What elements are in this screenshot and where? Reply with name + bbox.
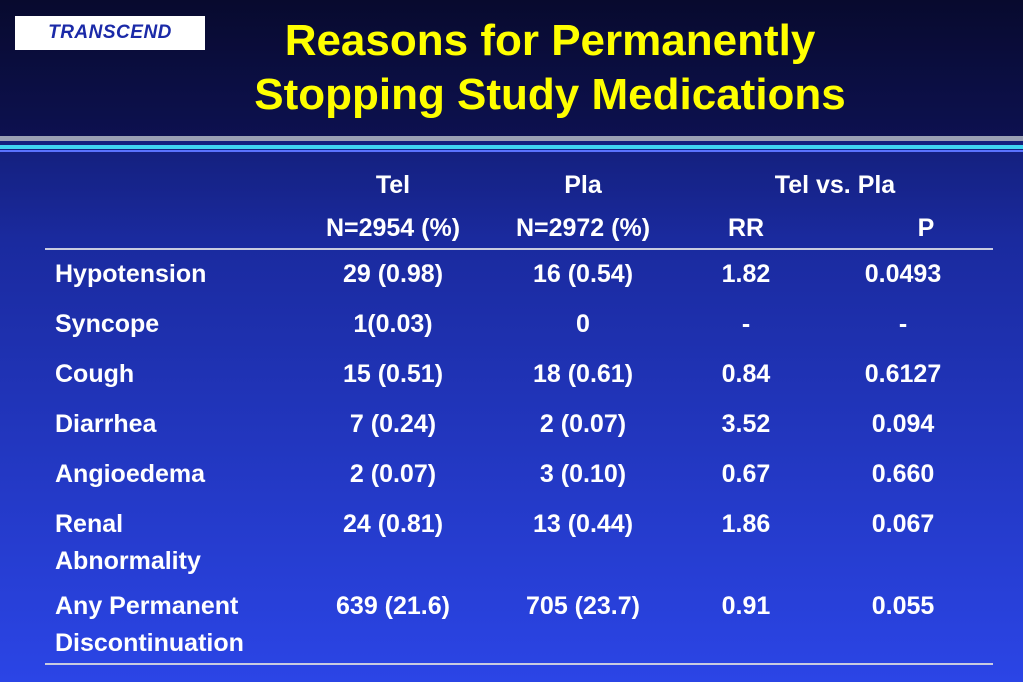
row-p: 0.0493	[864, 260, 942, 288]
header-tel: Tel	[375, 171, 411, 199]
row-rr: 0.67	[721, 460, 771, 488]
row-rr: 1.82	[721, 260, 771, 288]
header-divider-blue	[0, 150, 1023, 152]
table-bottom-rule	[45, 663, 993, 665]
row-p: 0.660	[871, 460, 935, 488]
row-name: Angioedema	[55, 460, 206, 488]
row-tel: 639 (21.6)	[336, 592, 450, 620]
row-tel: 7 (0.24)	[349, 410, 437, 438]
row-name: Any Permanent	[55, 592, 239, 620]
row-tel: 29 (0.98)	[342, 260, 444, 288]
row-pla: 13 (0.44)	[532, 510, 634, 538]
header-divider-gray	[0, 136, 1023, 141]
row-name: Cough	[55, 360, 135, 388]
row-p: 0.6127	[864, 360, 942, 388]
row-tel: 15 (0.51)	[342, 360, 444, 388]
title-line-2: Stopping Study Medications	[254, 70, 846, 119]
row-rr: 0.91	[721, 592, 771, 620]
header-pla: Pla	[564, 171, 602, 199]
row-rr: 1.86	[721, 510, 771, 538]
row-p: 0.067	[871, 510, 935, 538]
header-pla-n: N=2972 (%)	[515, 214, 651, 242]
row-rr: 3.52	[721, 410, 771, 438]
transcend-logo: TRANSCEND	[15, 16, 205, 50]
title-line-1: Reasons for Permanently	[284, 16, 816, 65]
row-p: 0.055	[871, 592, 935, 620]
header-tel-n: N=2954 (%)	[325, 214, 461, 242]
row-pla: 18 (0.61)	[532, 360, 634, 388]
row-pla: 705 (23.7)	[526, 592, 640, 620]
row-pla: 3 (0.10)	[539, 460, 627, 488]
slide-title: Reasons for Permanently Stopping Study M…	[130, 14, 970, 122]
header-tel-vs-pla: Tel vs. Pla	[774, 171, 896, 199]
row-tel: 24 (0.81)	[342, 510, 444, 538]
header-p: P	[917, 214, 935, 242]
row-name: Hypotension	[55, 260, 207, 288]
table-header-rule	[45, 248, 993, 250]
row-p: -	[898, 310, 908, 338]
row-pla: 2 (0.07)	[539, 410, 627, 438]
row-pla: 16 (0.54)	[532, 260, 634, 288]
row-name-line2: Discontinuation	[55, 629, 244, 657]
row-tel: 1(0.03)	[353, 310, 433, 338]
row-pla: 0	[576, 310, 590, 338]
row-name-line2: Abnormality	[55, 547, 201, 575]
row-name: Syncope	[55, 310, 160, 338]
row-name: Renal	[55, 510, 124, 538]
header-rr: RR	[727, 214, 765, 242]
row-name: Diarrhea	[55, 410, 157, 438]
row-p: 0.094	[871, 410, 935, 438]
header-divider-cyan	[0, 145, 1023, 149]
row-tel: 2 (0.07)	[349, 460, 437, 488]
row-rr: -	[741, 310, 751, 338]
row-rr: 0.84	[721, 360, 771, 388]
logo-text: TRANSCEND	[48, 22, 172, 43]
